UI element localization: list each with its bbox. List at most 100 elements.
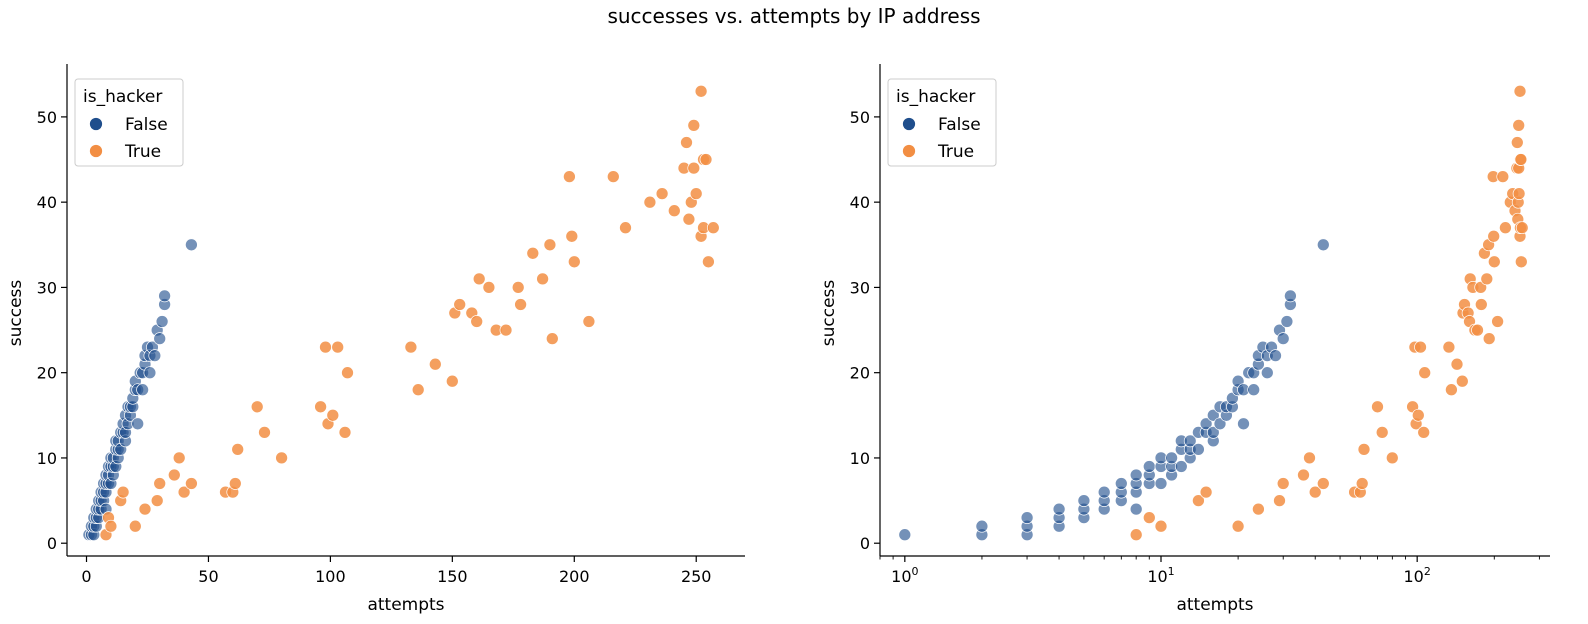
scatter-point-true <box>643 195 657 209</box>
scatter-point-true <box>177 485 191 499</box>
scatter-chart-log: 0 10 20 30 40 50 100 101 102 attempts success is_ha… <box>819 64 1550 615</box>
scatter-point-true <box>428 357 442 371</box>
scatter-point-false <box>1316 238 1330 252</box>
x-tick-label: 101 <box>1147 565 1174 586</box>
y-tick-label: 30 <box>850 278 870 297</box>
scatter-point-true <box>694 84 708 98</box>
scatter-point-true <box>687 119 701 132</box>
scatter-point-true <box>128 519 142 533</box>
scatter-point-false <box>155 315 169 328</box>
scatter-point-true <box>453 298 467 311</box>
scatter-point-false <box>1206 408 1220 422</box>
scatter-point-true <box>1514 153 1528 166</box>
scatter-point-true <box>1496 170 1510 183</box>
scatter-point-true <box>231 443 245 456</box>
scatter-point-true <box>319 340 332 354</box>
scatter-point-true <box>687 161 701 175</box>
legend-box <box>74 78 184 167</box>
series-true <box>99 84 720 542</box>
scatter-point-true <box>1308 485 1322 499</box>
scatter-point-false <box>1280 315 1294 328</box>
ticks: 0 10 20 30 40 50 0 50 100 150 200 250 <box>37 108 712 586</box>
y-tick-label: 10 <box>37 449 57 468</box>
scatter-point-false <box>1052 502 1066 516</box>
scatter-point-true <box>682 212 696 226</box>
scatter-point-true <box>1480 272 1494 286</box>
scatter-point-false <box>1129 502 1143 516</box>
scatter-point-true <box>1512 187 1526 200</box>
scatter-point-true <box>1276 477 1290 490</box>
y-tick-label: 50 <box>850 108 870 127</box>
legend-title: is_hacker <box>896 87 975 107</box>
series-false <box>898 238 1330 542</box>
scatter-point-false <box>1269 349 1282 362</box>
scatter-point-true <box>1355 477 1369 490</box>
scatter-point-true <box>482 281 496 294</box>
scatter-point-true <box>1297 468 1310 482</box>
x-tick-label: 0 <box>81 567 91 586</box>
legend-entry-true: True <box>937 142 974 162</box>
scatter-point-true <box>250 400 264 414</box>
y-tick-label: 0 <box>860 534 870 553</box>
scatter-point-true <box>511 281 525 294</box>
scatter-point-false <box>185 238 198 252</box>
scatter-point-true <box>1450 357 1464 371</box>
legend-marker-true <box>902 144 916 158</box>
scatter-point-true <box>1442 340 1456 354</box>
scatter-point-true <box>228 477 242 490</box>
scatter-point-true <box>499 323 513 337</box>
series-true <box>1129 84 1529 542</box>
scatter-point-false <box>1174 460 1188 473</box>
scatter-point-true <box>472 272 486 286</box>
scatter-point-true <box>404 340 418 354</box>
scatter-point-false <box>158 289 171 303</box>
scatter-point-false <box>1276 332 1290 345</box>
figure-title: successes vs. attempts by IP address <box>607 4 981 28</box>
scatter-point-false <box>1114 477 1128 490</box>
scatter-point-true <box>411 383 425 397</box>
scatter-point-false <box>1154 477 1168 490</box>
scatter-point-true <box>1445 383 1458 397</box>
scatter-point-true <box>104 519 118 533</box>
scatter-point-true <box>1514 255 1528 269</box>
scatter-point-true <box>667 204 681 218</box>
scatter-point-true <box>1411 408 1425 422</box>
y-tick-label: 50 <box>37 108 57 127</box>
scatter-point-false <box>1020 511 1034 524</box>
scatter-point-false <box>1165 451 1178 465</box>
scatter-point-false <box>131 417 145 431</box>
series-false <box>82 238 198 542</box>
scatter-point-true <box>1316 477 1330 490</box>
scatter-point-true <box>1510 136 1524 149</box>
scatter-point-false <box>1260 366 1274 380</box>
scatter-point-true <box>338 426 352 439</box>
scatter-point-true <box>567 255 581 269</box>
scatter-point-false <box>1077 494 1091 507</box>
scatter-point-true <box>1371 400 1384 414</box>
scatter-point-false <box>148 349 162 362</box>
legend-entry-true: True <box>124 142 161 162</box>
legend-box <box>887 78 997 167</box>
scatter-point-true <box>1482 332 1496 345</box>
scatter-point-false <box>1206 426 1220 439</box>
y-tick-label: 30 <box>37 278 57 297</box>
y-axis-label: success <box>6 280 26 347</box>
legend: is_hacker False True <box>74 78 184 167</box>
scatter-point-true <box>1515 221 1529 235</box>
scatter-point-true <box>655 187 669 200</box>
y-tick-label: 40 <box>850 193 870 212</box>
scatter-point-true <box>606 170 620 183</box>
x-axis-label: attempts <box>367 595 444 615</box>
scatter-point-true <box>153 477 167 490</box>
scatter-point-true <box>545 332 559 345</box>
legend-marker-true <box>89 144 103 158</box>
x-tick-label: 100 <box>315 567 346 586</box>
scatter-point-true <box>470 315 484 328</box>
scatter-point-true <box>116 485 130 499</box>
scatter-point-true <box>1499 221 1512 235</box>
legend-entry-false: False <box>125 115 168 135</box>
scatter-point-true <box>565 229 579 243</box>
x-axis-label: attempts <box>1176 595 1253 615</box>
scatter-point-false <box>1183 434 1197 448</box>
scatter-point-true <box>1418 366 1432 380</box>
